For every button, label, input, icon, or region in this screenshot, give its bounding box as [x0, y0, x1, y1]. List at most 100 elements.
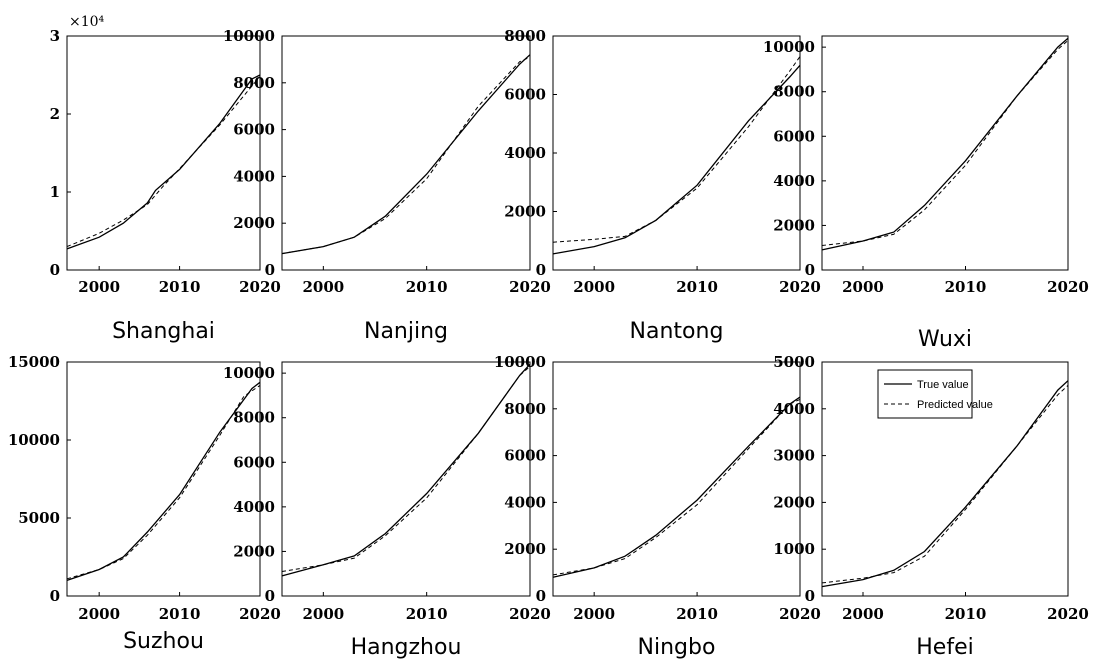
y-tick-label: 1000 [773, 540, 815, 558]
city-label: Nanjing [364, 319, 448, 344]
legend: True value Predicted value [877, 369, 993, 419]
true-value-line [552, 396, 801, 578]
true-value-line [552, 64, 801, 255]
y-tick-label: 0 [805, 587, 815, 605]
y-tick-label: 0 [536, 261, 546, 279]
city-label: Ningbo [638, 635, 716, 660]
y-tick-label: 4000 [773, 400, 815, 418]
x-tick-label: 2000 [78, 278, 120, 296]
plot-frame [66, 361, 261, 597]
y-tick-label: 4000 [233, 167, 275, 185]
y-tick-label: 0 [265, 261, 275, 279]
y-tick-label: 0 [265, 587, 275, 605]
y-tick-label: 2000 [233, 214, 275, 232]
panel-nantong: 0 2000 4000 6000 8000 2000 2010 2020 Nantong [504, 27, 821, 344]
panel-shanghai: 0 1 2 3 ×10⁴ 2000 2010 2020 Shanghai [50, 14, 281, 344]
x-tick-label: 2020 [1047, 605, 1089, 623]
y-tick-label: 0 [50, 261, 60, 279]
y-tick-label: 8000 [233, 74, 275, 92]
predicted-value-line [281, 56, 531, 255]
x-tick-label: 2020 [509, 605, 551, 623]
plot-frame [552, 361, 801, 597]
city-label: Suzhou [123, 629, 204, 654]
y-tick-label: 0 [536, 587, 546, 605]
y-tick-label: 10000 [763, 38, 815, 56]
y-tick-label: 15000 [8, 353, 60, 371]
city-label: Wuxi [918, 327, 972, 352]
y-multiplier: ×10⁴ [69, 14, 105, 30]
y-tick-label: 2000 [233, 542, 275, 560]
true-value-line [281, 54, 531, 255]
y-tick-label: 8000 [504, 27, 546, 45]
y-tick-label: 10000 [223, 364, 275, 382]
x-tick-label: 2020 [509, 278, 551, 296]
x-tick-label: 2020 [1047, 278, 1089, 296]
x-tick-label: 2010 [945, 605, 987, 623]
y-tick-label: 0 [805, 261, 815, 279]
panel-hefei: 0 1000 2000 3000 4000 5000 2000 2010 2020 Hefei [773, 353, 1089, 660]
plot-frame [552, 35, 801, 271]
x-tick-label: 2020 [239, 605, 281, 623]
predicted-value-line [66, 384, 261, 580]
plot-frame [821, 35, 1069, 271]
y-tick-label: 2000 [773, 493, 815, 511]
city-label: Hefei [916, 635, 973, 660]
y-tick-label: 8000 [233, 409, 275, 427]
y-tick-label: 4000 [233, 498, 275, 516]
y-tick-label: 5000 [773, 353, 815, 371]
y-tick-label: 2 [50, 105, 60, 123]
x-tick-label: 2010 [945, 278, 987, 296]
true-value-line [821, 37, 1069, 251]
y-tick-label: 6000 [233, 121, 275, 139]
y-tick-label: 2000 [773, 216, 815, 234]
panel-wuxi: 0 2000 4000 6000 8000 10000 2000 2010 2020 Wuxi [763, 35, 1089, 352]
city-label: Shanghai [112, 319, 215, 344]
legend-box [877, 369, 973, 419]
y-tick-label: 2000 [504, 203, 546, 221]
y-tick-label: 10000 [223, 27, 275, 45]
x-tick-label: 2000 [573, 278, 615, 296]
y-tick-label: 8000 [504, 400, 546, 418]
y-tick-label: 4000 [504, 493, 546, 511]
plot-frame [66, 35, 261, 271]
x-tick-label: 2000 [302, 605, 344, 623]
x-tick-label: 2000 [302, 278, 344, 296]
plot-frame [821, 361, 1069, 597]
x-tick-label: 2010 [676, 278, 718, 296]
y-tick-label: 10000 [494, 353, 546, 371]
true-value-line [66, 74, 261, 250]
y-tick-label: 6000 [773, 127, 815, 145]
city-label: Nantong [630, 319, 724, 344]
city-label: Hangzhou [351, 635, 462, 660]
predicted-value-line [552, 56, 801, 243]
x-tick-label: 2010 [159, 605, 201, 623]
y-tick-label: 1 [50, 183, 60, 201]
x-tick-label: 2000 [573, 605, 615, 623]
y-tick-label: 0 [50, 587, 60, 605]
predicted-value-line [66, 76, 261, 248]
x-tick-label: 2020 [779, 278, 821, 296]
panel-hangzhou: 0 2000 4000 6000 8000 10000 2000 2010 2020 Hangzh… [223, 361, 551, 660]
x-tick-label: 2010 [406, 605, 448, 623]
x-tick-label: 2010 [406, 278, 448, 296]
panel-nanjing: 0 2000 4000 6000 8000 10000 2000 2010 2020 Nanjin… [223, 27, 551, 344]
predicted-value-line [552, 398, 801, 576]
plot-frame [281, 35, 531, 271]
y-tick-label: 2000 [504, 540, 546, 558]
x-tick-label: 2000 [842, 605, 884, 623]
legend-predicted-label: Predicted value [917, 399, 993, 411]
y-tick-label: 4000 [773, 172, 815, 190]
y-tick-label: 10000 [8, 431, 60, 449]
legend-true-label: True value [917, 379, 969, 391]
plot-frame [281, 361, 531, 597]
y-tick-label: 3 [50, 27, 60, 45]
x-tick-label: 2010 [159, 278, 201, 296]
y-tick-label: 6000 [504, 86, 546, 104]
true-value-line [66, 381, 261, 582]
panel-suzhou: 0 5000 10000 15000 2000 2010 2020 Suzhou [8, 353, 281, 654]
x-tick-label: 2000 [78, 605, 120, 623]
y-tick-label: 5000 [18, 509, 60, 527]
true-value-line [281, 363, 531, 577]
